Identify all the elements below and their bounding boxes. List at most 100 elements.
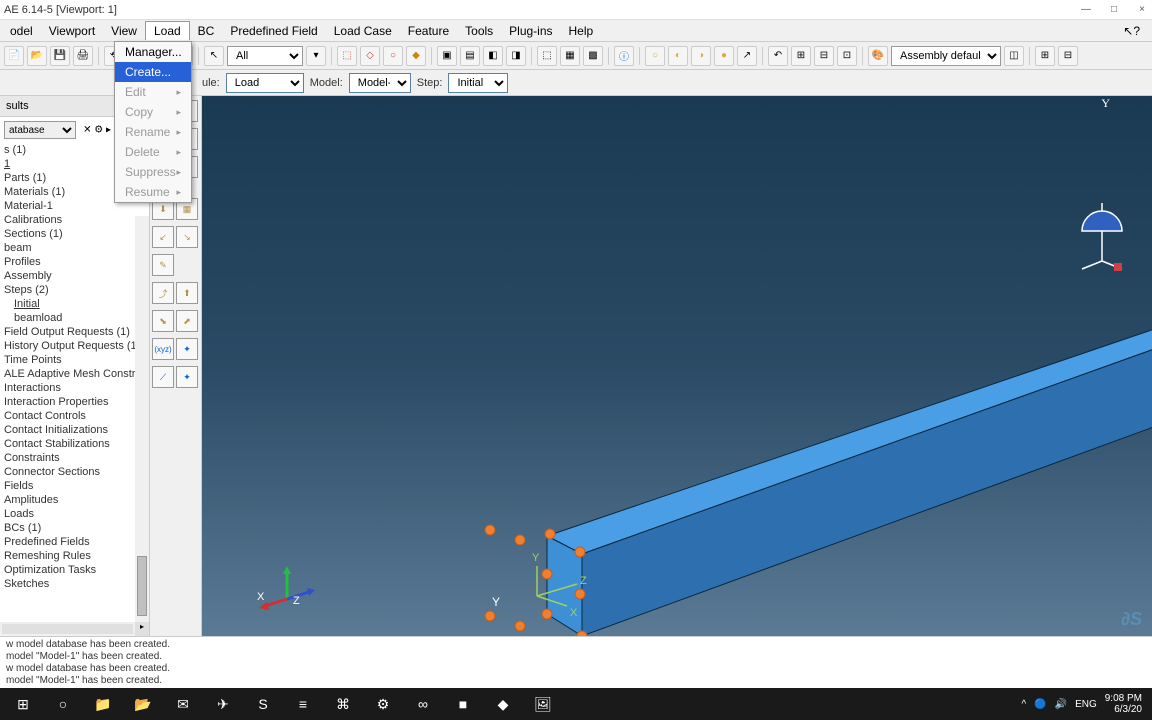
tree-item[interactable]: beam <box>0 241 149 255</box>
menu-odel[interactable]: odel <box>2 22 41 40</box>
tree-item[interactable]: Constraints <box>0 451 149 465</box>
taskbar-app-icon[interactable]: ○ <box>44 690 82 718</box>
tree-item[interactable]: Contact Initializations <box>0 423 149 437</box>
tree-item[interactable]: Assembly <box>0 269 149 283</box>
taskbar-app-icon[interactable]: ✈ <box>204 690 242 718</box>
scroll-right-arrow[interactable]: ▸ <box>135 622 149 636</box>
tool-icon[interactable]: ▩ <box>583 46 603 66</box>
menu-plug-ins[interactable]: Plug-ins <box>501 22 560 40</box>
systray-icon[interactable]: ENG <box>1075 699 1097 710</box>
module-select[interactable]: Load <box>226 73 304 93</box>
palette-tool[interactable]: ↘ <box>176 226 198 248</box>
tree-item[interactable]: beamload <box>0 311 149 325</box>
tool-icon[interactable]: ⬚ <box>337 46 357 66</box>
menu-load-case[interactable]: Load Case <box>326 22 400 40</box>
tree-item[interactable]: Remeshing Rules <box>0 549 149 563</box>
tree-hscroll[interactable] <box>0 622 135 636</box>
palette-tool[interactable]: ⬆ <box>176 282 198 304</box>
menu-viewport[interactable]: Viewport <box>41 22 103 40</box>
tree-vscroll[interactable] <box>135 216 149 626</box>
tree-item[interactable]: Profiles <box>0 255 149 269</box>
tree-item[interactable]: Time Points <box>0 353 149 367</box>
wireframe-icon[interactable]: ▣ <box>437 46 457 66</box>
menu-predefined-field[interactable]: Predefined Field <box>222 22 325 40</box>
menu-tools[interactable]: Tools <box>457 22 501 40</box>
shade-icon[interactable]: ◧ <box>483 46 503 66</box>
palette-tool[interactable]: ⟋ <box>152 366 174 388</box>
taskbar-app-icon[interactable]: ⊞ <box>4 690 42 718</box>
tool-icon[interactable]: ◆ <box>406 46 426 66</box>
tool-icon[interactable]: ⊞ <box>791 46 811 66</box>
taskbar-app-icon[interactable]: ⌘ <box>324 690 362 718</box>
systray-icon[interactable]: 🔵 <box>1034 699 1046 710</box>
palette-tool[interactable]: ⬈ <box>176 310 198 332</box>
taskbar-app-icon[interactable]: ≡ <box>284 690 322 718</box>
menu-load[interactable]: Load <box>145 21 190 40</box>
tool-icon[interactable]: 💾 <box>50 46 70 66</box>
tool-icon[interactable]: ◇ <box>360 46 380 66</box>
taskbar-app-icon[interactable]: ⚙ <box>364 690 402 718</box>
tool-icon[interactable]: ◑ <box>691 46 711 66</box>
taskbar-app-icon[interactable]: ◆ <box>484 690 522 718</box>
shade-edge-icon[interactable]: ◨ <box>506 46 526 66</box>
tool-icon[interactable]: ▾ <box>306 46 326 66</box>
taskbar-app-icon[interactable]: ∞ <box>404 690 442 718</box>
palette-tool[interactable]: ✎ <box>152 254 174 276</box>
tool-icon[interactable]: ⊟ <box>1058 46 1078 66</box>
viewport-3d[interactable]: Y <box>202 96 1152 636</box>
tree-item[interactable]: Sketches <box>0 577 149 591</box>
tool-icon[interactable]: ○ <box>645 46 665 66</box>
tree-item[interactable]: Initial <box>0 297 149 311</box>
taskbar-app-icon[interactable]: 📁 <box>84 690 122 718</box>
taskbar-app-icon[interactable]: S <box>244 690 282 718</box>
step-select[interactable]: Initial <box>448 73 508 93</box>
tree-database-select[interactable]: atabase <box>4 121 76 139</box>
tool-icon[interactable]: ● <box>714 46 734 66</box>
hidden-icon[interactable]: ▤ <box>460 46 480 66</box>
palette-tool[interactable]: ↙ <box>152 226 174 248</box>
taskbar-app-icon[interactable]: ✉ <box>164 690 202 718</box>
info-icon[interactable]: ⓘ <box>614 46 634 66</box>
tree-item[interactable]: Calibrations <box>0 213 149 227</box>
minimize-button[interactable]: — <box>1080 4 1092 16</box>
tree-item[interactable]: ALE Adaptive Mesh Constraints <box>0 367 149 381</box>
palette-tool[interactable]: ⬊ <box>152 310 174 332</box>
palette-tool[interactable]: (xyz) <box>152 338 174 360</box>
menu-view[interactable]: View <box>103 22 145 40</box>
tree-item[interactable]: BCs (1) <box>0 521 149 535</box>
undo-icon[interactable]: ↶ <box>768 46 788 66</box>
palette-tool[interactable]: ✦ <box>176 366 198 388</box>
tool-icon[interactable]: ▦ <box>560 46 580 66</box>
tool-icon[interactable]: ⊡ <box>837 46 857 66</box>
tool-icon[interactable]: ◫ <box>1004 46 1024 66</box>
tree-item[interactable]: Contact Stabilizations <box>0 437 149 451</box>
perspective-icon[interactable]: ⬚ <box>537 46 557 66</box>
tool-icon[interactable]: ⊞ <box>1035 46 1055 66</box>
tool-icon[interactable]: 🖨 <box>73 46 93 66</box>
tool-icon[interactable]: ↗ <box>737 46 757 66</box>
palette-tool[interactable]: ⤴ <box>152 282 174 304</box>
selection-filter-select[interactable]: All <box>227 46 303 66</box>
tree-item[interactable]: Predefined Fields <box>0 535 149 549</box>
menu-feature[interactable]: Feature <box>400 22 457 40</box>
menu-item-create[interactable]: Create... <box>115 62 191 82</box>
help-cursor-icon[interactable]: ↖? <box>1115 22 1148 40</box>
color-icon[interactable]: 🎨 <box>868 46 888 66</box>
tool-icon[interactable]: ◐ <box>668 46 688 66</box>
cursor-icon[interactable]: ↖ <box>204 46 224 66</box>
taskbar-app-icon[interactable]: ■ <box>444 690 482 718</box>
tree-item[interactable]: Steps (2) <box>0 283 149 297</box>
assembly-defaults-select[interactable]: Assembly defaults <box>891 46 1001 66</box>
palette-tool[interactable]: ✦ <box>176 338 198 360</box>
taskbar-app-icon[interactable]: 📂 <box>124 690 162 718</box>
tool-icon[interactable]: 📂 <box>27 46 47 66</box>
tree-item[interactable]: Contact Controls <box>0 409 149 423</box>
tree-item[interactable]: Loads <box>0 507 149 521</box>
tree-item[interactable]: Interaction Properties <box>0 395 149 409</box>
maximize-button[interactable]: □ <box>1108 4 1120 16</box>
menu-help[interactable]: Help <box>561 22 602 40</box>
tree-item[interactable]: Interactions <box>0 381 149 395</box>
tool-icon[interactable]: ○ <box>383 46 403 66</box>
model-select[interactable]: Model-1 <box>349 73 411 93</box>
tree-item[interactable]: Connector Sections <box>0 465 149 479</box>
